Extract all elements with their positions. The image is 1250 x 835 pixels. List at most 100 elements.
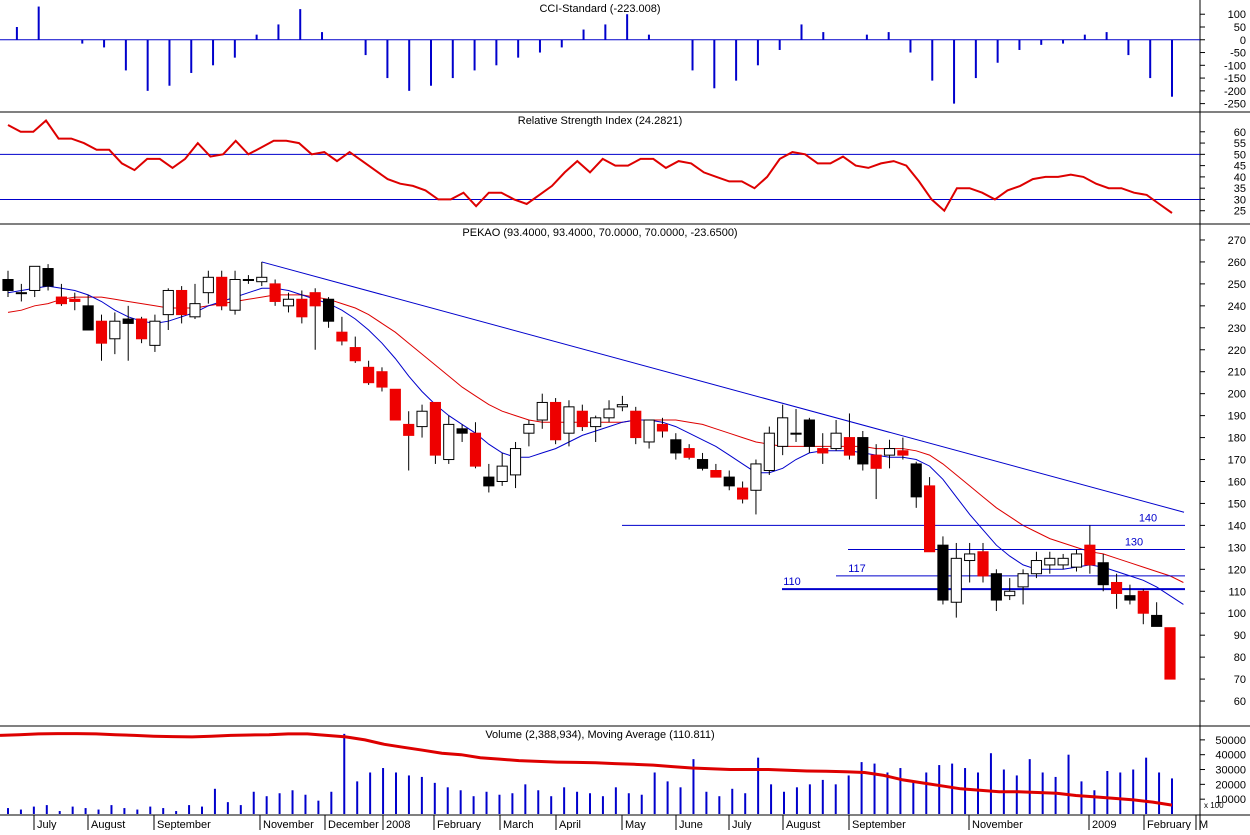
x-tick-label: September <box>157 819 211 830</box>
candle-body <box>830 432 842 450</box>
candle-body <box>15 292 27 295</box>
price-candle <box>590 415 602 442</box>
cci-tick-label: 100 <box>1228 9 1246 21</box>
price-tick-label: 60 <box>1234 696 1246 708</box>
price-candle <box>990 569 1002 612</box>
price-tick-label: 90 <box>1234 630 1246 642</box>
candle-body <box>910 463 922 498</box>
price-tick-label: 260 <box>1228 257 1246 269</box>
price-candle <box>242 275 254 284</box>
price-candle <box>1097 553 1109 592</box>
rsi-tick-label: 55 <box>1234 138 1246 150</box>
price-candle <box>750 459 762 515</box>
candle-body <box>349 347 361 362</box>
price-candle <box>349 336 361 363</box>
candle-body <box>550 401 562 441</box>
price-candle <box>723 470 735 491</box>
rsi-tick-label: 50 <box>1234 149 1246 161</box>
x-tick-label: April <box>559 819 581 830</box>
x-axis: July August September November December 2008 F… <box>33 815 1208 831</box>
volume-panel: 50000 40000 30000 20000 10000 <box>0 732 1246 814</box>
price-tick-label: 160 <box>1228 476 1246 488</box>
candle-body <box>670 439 682 454</box>
candle-body <box>1057 557 1069 566</box>
price-candle <box>55 283 68 306</box>
price-tick-label: 270 <box>1228 235 1246 247</box>
price-tick-label: 150 <box>1228 498 1246 510</box>
price-candle <box>803 417 815 453</box>
x-tick-label: M <box>1199 819 1208 830</box>
price-candle <box>817 433 829 464</box>
price-tick-label: 140 <box>1228 520 1246 532</box>
rsi-tick-label: 30 <box>1234 194 1246 206</box>
price-candle <box>1044 551 1056 574</box>
candle-body <box>563 406 575 434</box>
volume-tick-label: 40000 <box>1215 750 1246 762</box>
price-candle <box>616 395 628 412</box>
price-candle <box>630 406 642 445</box>
price-candle <box>322 297 335 328</box>
price-candle <box>643 419 655 449</box>
price-candle <box>777 404 789 456</box>
candle-body <box>1137 590 1149 614</box>
price-candle <box>1137 589 1149 625</box>
candle-body <box>109 320 121 340</box>
x-tick-label: August <box>91 819 125 830</box>
price-candle <box>162 288 174 330</box>
price-trendline <box>261 261 1185 513</box>
rsi-line <box>7 119 1173 214</box>
price-candle <box>1164 627 1176 680</box>
candle-body <box>710 470 722 478</box>
price-candle <box>229 270 241 315</box>
candle-body <box>469 432 482 467</box>
price-candle <box>696 452 709 471</box>
price-tick-label: 240 <box>1228 301 1246 313</box>
price-candle <box>149 314 161 352</box>
price-candle <box>109 312 121 355</box>
candle-body <box>95 320 108 344</box>
candle-body <box>924 485 936 553</box>
x-tick-label: November <box>263 819 314 830</box>
price-candle <box>563 400 575 447</box>
price-candle <box>710 463 722 478</box>
candle-body <box>990 573 1002 601</box>
candle-body <box>176 289 188 316</box>
price-tick-label: 190 <box>1228 411 1246 423</box>
candle-body <box>202 276 214 294</box>
candle-body <box>1110 581 1123 594</box>
price-tick-label: 170 <box>1228 455 1246 467</box>
price-candle <box>95 314 108 361</box>
price-candle <box>509 441 522 489</box>
price-candle <box>683 444 695 460</box>
price-tick-label: 200 <box>1228 389 1246 401</box>
price-tick-label: 110 <box>1228 586 1246 598</box>
candle-body <box>536 401 548 421</box>
candle-body <box>763 432 775 472</box>
price-tick-label: 80 <box>1234 652 1246 664</box>
x-tick-label: 2009 <box>1092 819 1116 830</box>
price-candle <box>763 426 775 475</box>
candle-body <box>870 454 882 469</box>
candle-body <box>523 423 535 434</box>
candle-body <box>790 432 802 435</box>
cci-tick-label: 0 <box>1240 35 1246 47</box>
candle-body <box>603 408 615 419</box>
candle-body <box>576 410 588 428</box>
candle-body <box>296 298 308 318</box>
rsi-tick-label: 60 <box>1234 127 1246 139</box>
price-candle <box>1070 549 1083 572</box>
candle-body <box>843 437 856 456</box>
candle-body <box>55 296 68 305</box>
price-candle <box>656 417 669 438</box>
price-candle <box>189 283 201 320</box>
candle-body <box>216 276 228 307</box>
candle-body <box>282 298 295 307</box>
price-candle <box>1124 584 1136 605</box>
price-candle <box>1030 551 1043 579</box>
price-candle <box>1004 578 1016 601</box>
candle-body <box>1044 557 1056 566</box>
x-tick-label: June <box>679 819 703 830</box>
